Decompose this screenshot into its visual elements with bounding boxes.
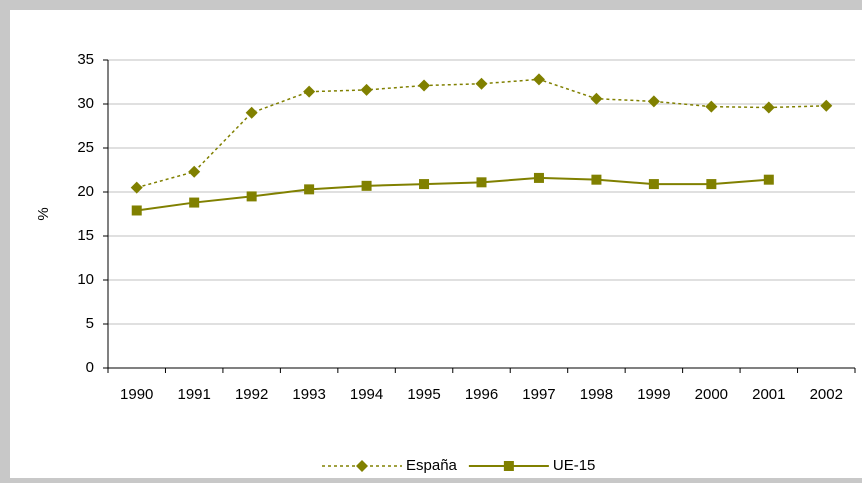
y-tick-label: 20	[77, 183, 94, 200]
data-point	[418, 79, 431, 92]
data-point	[532, 73, 545, 86]
x-tick-label: 1993	[292, 386, 325, 403]
data-point	[189, 197, 200, 208]
data-point	[476, 177, 487, 188]
y-tick-label: 10	[77, 271, 94, 288]
x-tick-label: 2002	[810, 386, 843, 403]
x-tick-label: 1999	[637, 386, 670, 403]
x-tick-label: 1994	[350, 386, 383, 403]
data-point	[131, 205, 142, 216]
data-point	[820, 99, 833, 112]
data-point	[590, 92, 603, 105]
legend-label: UE-15	[553, 457, 596, 474]
x-tick-label: 1995	[407, 386, 440, 403]
x-tick-label: 1991	[178, 386, 211, 403]
y-tick-label: 5	[86, 315, 94, 332]
data-point	[304, 184, 315, 195]
data-point	[419, 179, 430, 190]
data-point	[763, 174, 774, 185]
data-point	[475, 77, 488, 90]
x-tick-label: 1992	[235, 386, 268, 403]
x-tick-label: 1996	[465, 386, 498, 403]
chart-area	[10, 10, 862, 478]
data-point	[188, 165, 201, 178]
legend-marker	[503, 461, 514, 471]
x-tick-label: 2001	[752, 386, 785, 403]
x-tick-label: 1997	[522, 386, 555, 403]
data-point	[647, 95, 660, 108]
data-point	[591, 174, 602, 185]
data-point	[648, 179, 659, 190]
y-tick-label: 35	[77, 51, 94, 68]
data-point	[361, 180, 372, 191]
x-tick-label: 2000	[695, 386, 728, 403]
y-tick-label: 30	[77, 95, 94, 112]
data-point	[705, 100, 718, 113]
y-tick-label: 0	[86, 359, 94, 376]
data-point	[762, 101, 775, 114]
x-tick-label: 1990	[120, 386, 153, 403]
x-tick-label: 1998	[580, 386, 613, 403]
legend-marker	[356, 460, 368, 472]
series-line	[136, 176, 769, 212]
legend-label: España	[406, 457, 458, 474]
data-point	[303, 85, 316, 98]
data-point	[245, 106, 258, 119]
data-point	[533, 172, 544, 183]
data-point	[130, 181, 143, 194]
y-tick-label: 25	[77, 139, 94, 156]
y-axis-label: %	[35, 207, 52, 220]
data-point	[706, 179, 717, 190]
y-tick-label: 15	[77, 227, 94, 244]
data-point	[246, 191, 257, 202]
data-point	[360, 83, 373, 96]
